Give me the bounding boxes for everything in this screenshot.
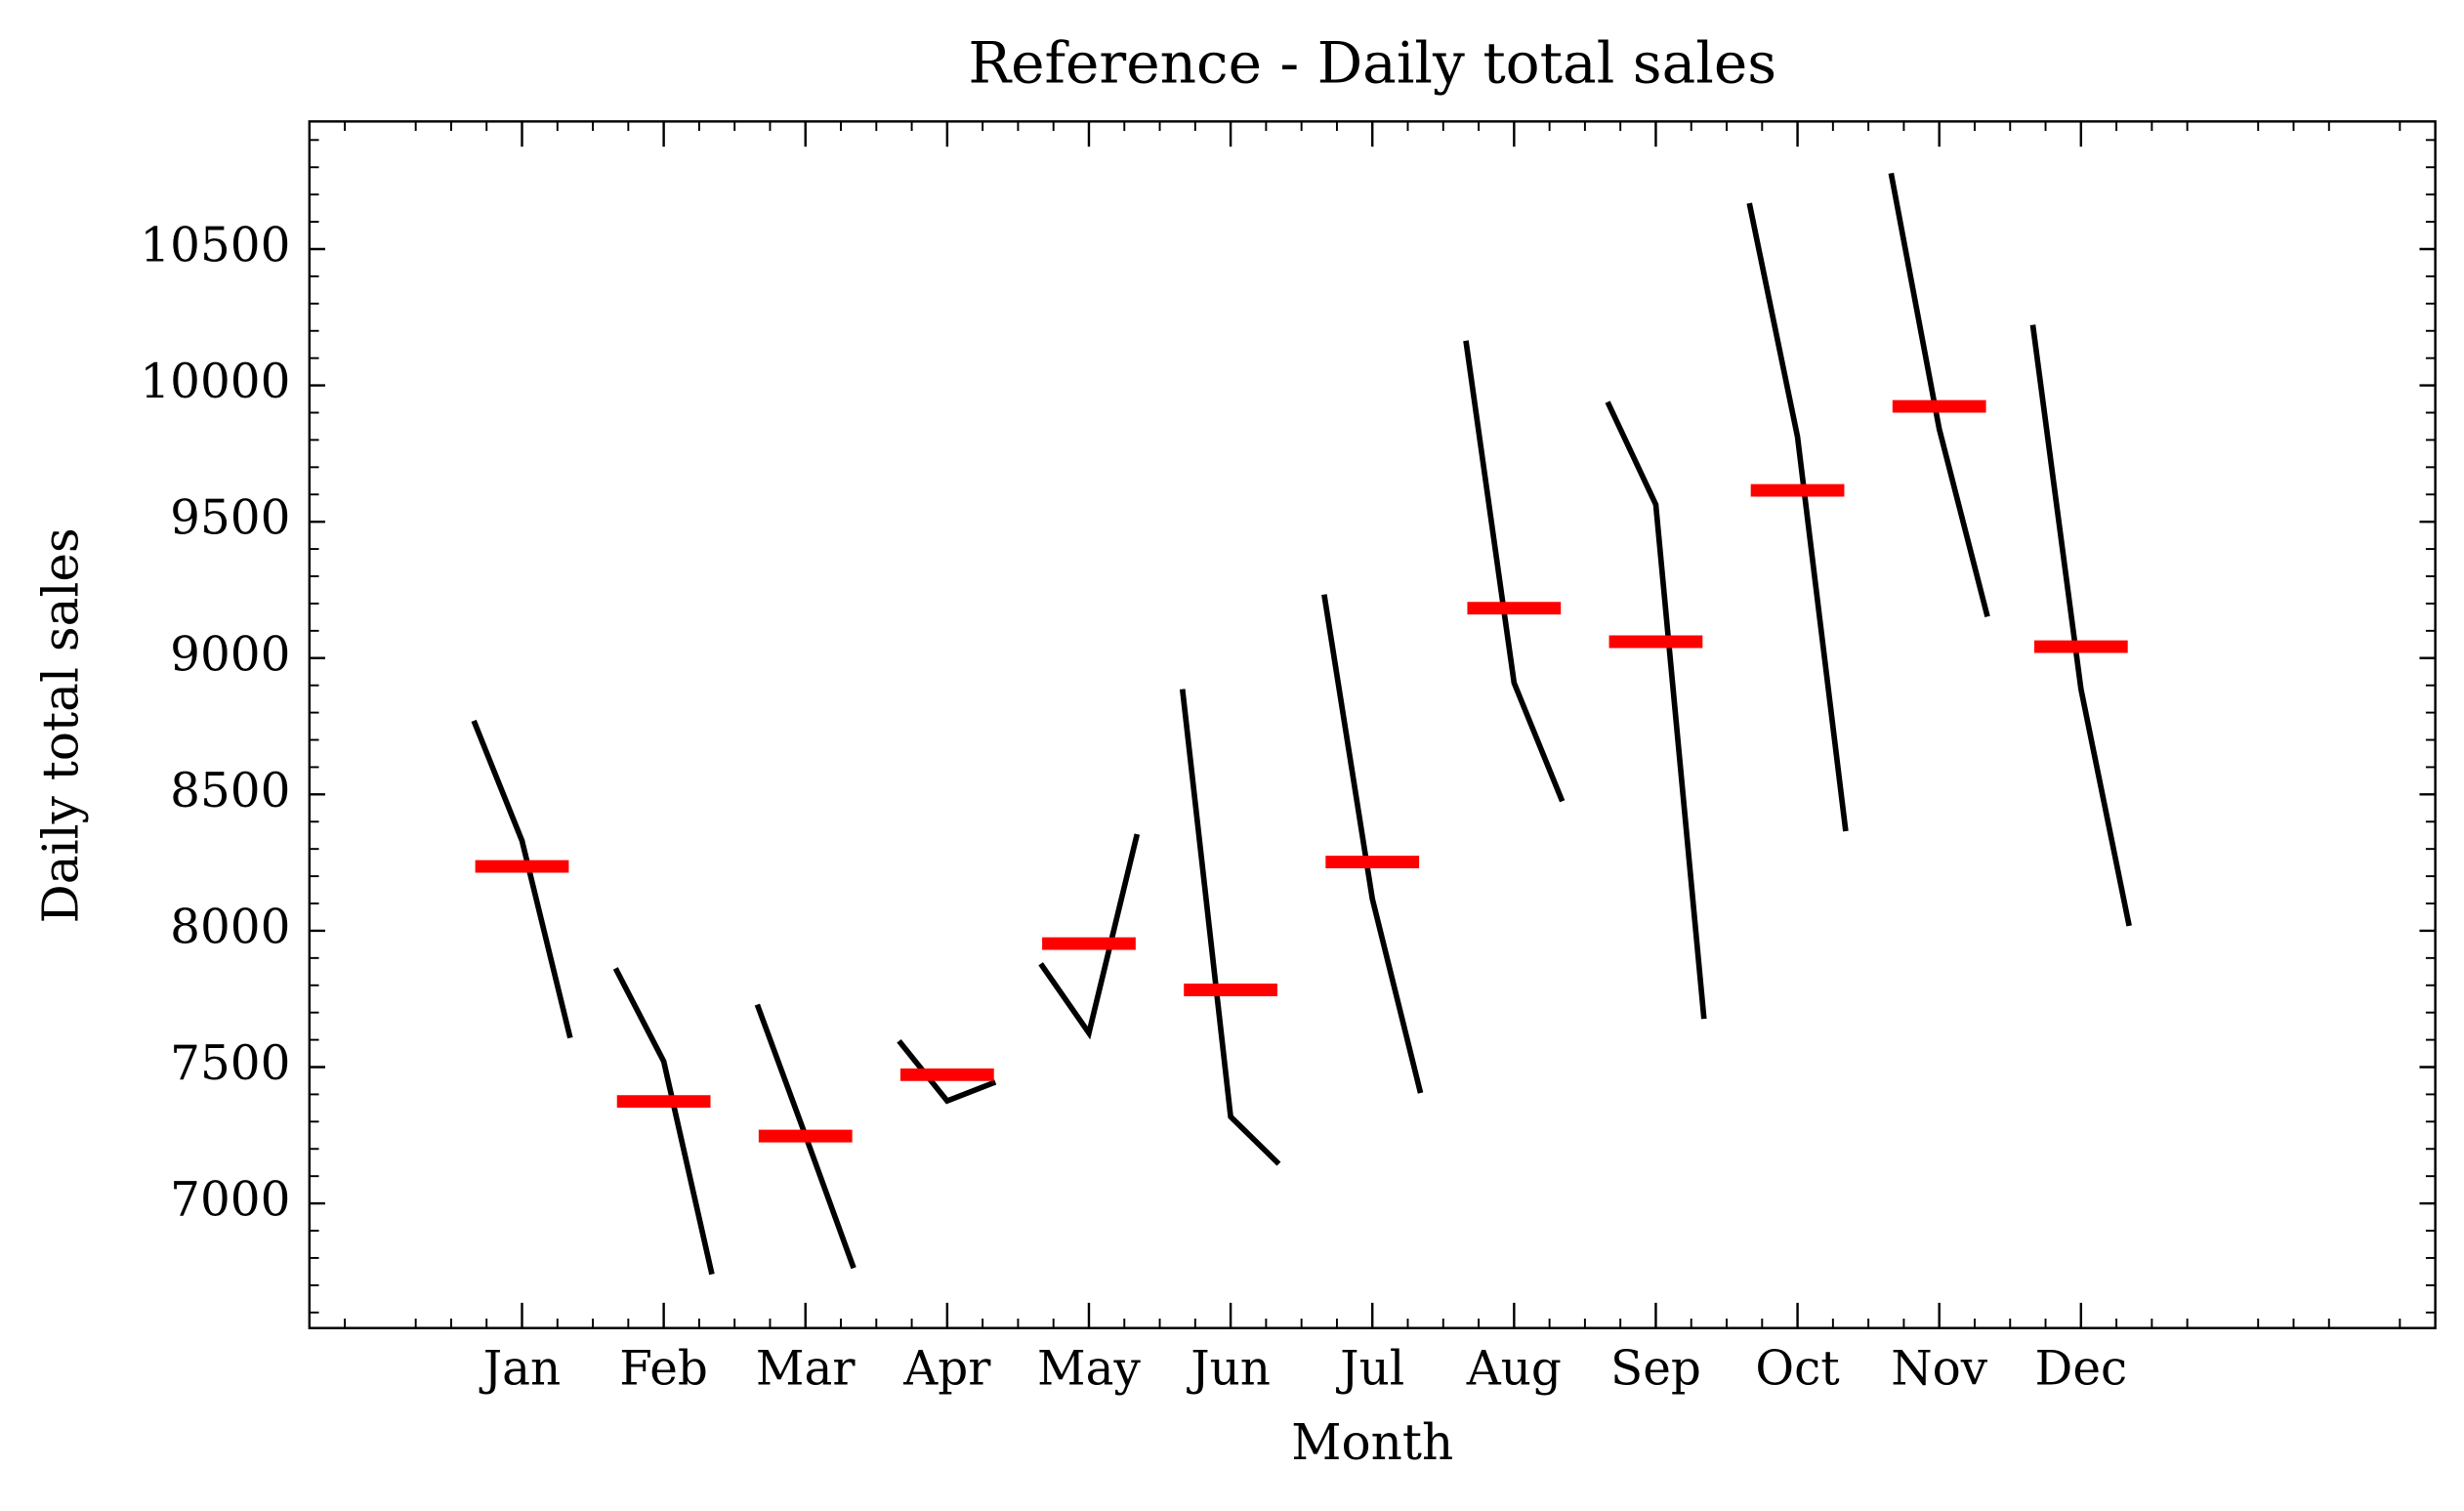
plot-frame — [308, 120, 2437, 1329]
y-tick-label: 8000 — [170, 900, 290, 954]
x-tick-label: Aug — [1466, 1341, 1562, 1396]
subseries-line — [471, 719, 573, 1039]
x-tick-label: Nov — [1891, 1341, 1988, 1396]
subseries-line — [1321, 594, 1424, 1094]
x-tick-label: Oct — [1755, 1341, 1840, 1396]
subseries-line — [1888, 172, 1990, 618]
y-tick-label: 7000 — [170, 1173, 290, 1228]
subseries-line — [1038, 833, 1141, 1040]
x-tick-label: Feb — [619, 1341, 708, 1396]
subseries-line — [1179, 689, 1281, 1166]
y-tick-label: 7500 — [170, 1036, 290, 1091]
y-tick-label: 10500 — [140, 218, 290, 273]
x-tick-label: Dec — [2034, 1341, 2127, 1396]
y-axis-label: Daily total sales — [33, 527, 90, 923]
chart-title: Reference - Daily total sales — [968, 29, 1776, 96]
x-tick-label: Apr — [902, 1341, 991, 1396]
x-axis-label: Month — [1291, 1414, 1453, 1471]
subseries-line — [1463, 340, 1566, 803]
x-tick-label: Mar — [756, 1341, 856, 1396]
subseries-line — [1746, 202, 1849, 832]
subseries-line — [2029, 324, 2132, 927]
subseries-line — [1605, 400, 1707, 1020]
x-tick-label: May — [1037, 1341, 1141, 1396]
y-tick-label: 9000 — [170, 627, 290, 682]
y-tick-label: 8500 — [170, 764, 290, 818]
subseries-line — [612, 967, 715, 1276]
y-tick-label: 10000 — [140, 355, 290, 409]
x-tick-label: Jul — [1335, 1341, 1404, 1396]
y-tick-label: 9500 — [170, 491, 290, 546]
x-tick-label: Sep — [1610, 1341, 1701, 1396]
x-tick-label: Jan — [479, 1341, 562, 1396]
x-tick-label: Jun — [1186, 1341, 1271, 1396]
subseries-line — [897, 1038, 997, 1105]
